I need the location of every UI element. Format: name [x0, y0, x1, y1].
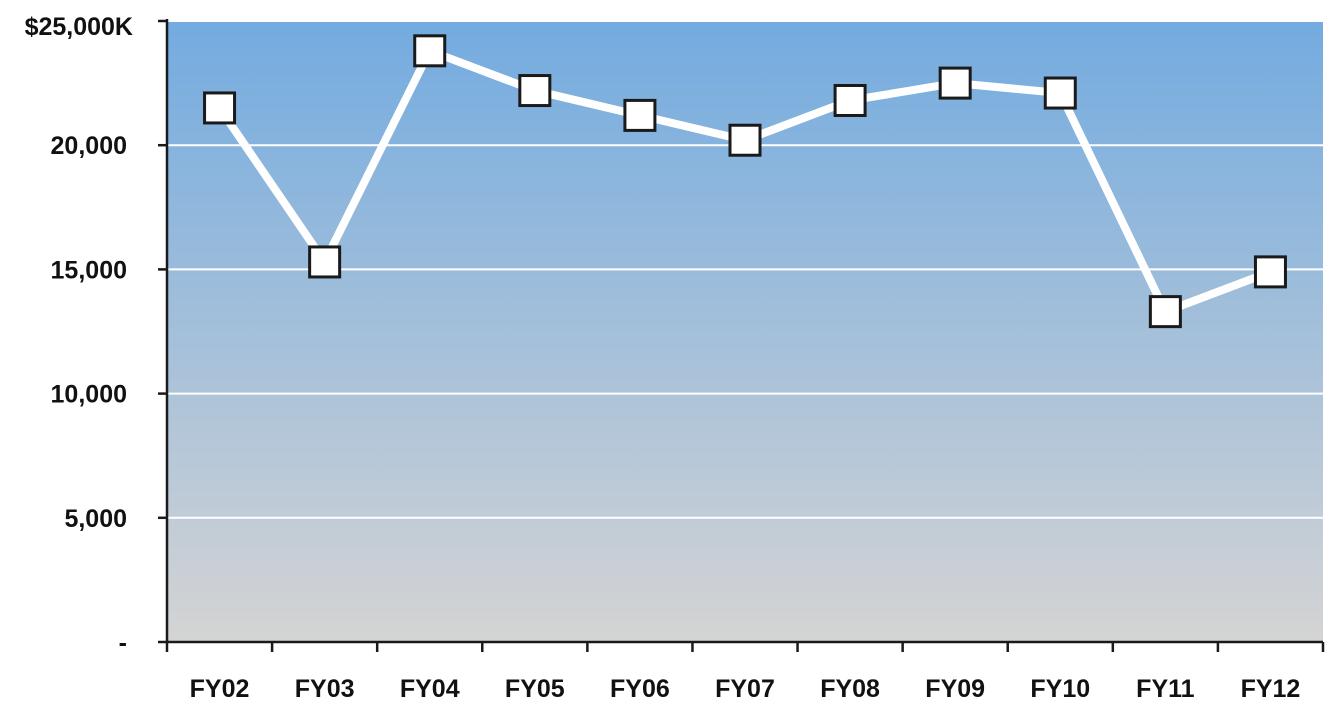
- x-tick-label: FY08: [820, 675, 880, 702]
- x-tick-label: FY03: [295, 675, 355, 702]
- data-point-marker: [728, 123, 762, 157]
- data-point-marker: [833, 83, 867, 117]
- x-tick-label: FY10: [1030, 675, 1090, 702]
- x-tick-label: FY04: [400, 675, 460, 702]
- x-tick-label: FY09: [925, 675, 985, 702]
- data-point-marker: [623, 98, 657, 132]
- y-tick-label: 20,000: [51, 132, 127, 160]
- series-layer: [203, 34, 1287, 329]
- x-tick-label: FY05: [505, 675, 565, 702]
- y-tick-label: 5,000: [64, 505, 127, 533]
- x-tick-label: FY07: [715, 675, 775, 702]
- x-tick-label: FY12: [1241, 675, 1301, 702]
- data-point-marker: [1148, 295, 1182, 329]
- x-tick-label: FY11: [1136, 675, 1194, 702]
- x-tick-label: FY02: [190, 675, 250, 702]
- x-tick-label: FY06: [610, 675, 670, 702]
- gridlines: [167, 20, 1323, 519]
- x-axis-tick-labels: FY02 FY03 FY04 FY05 FY06 FY07 FY08 FY09 FY10 FY11…: [190, 675, 1301, 702]
- y-axis-tick-labels: - 5,000 10,000 15,000 20,000 $25,000K: [25, 13, 133, 657]
- y-tick-label: -: [119, 629, 127, 657]
- data-point-marker: [203, 91, 237, 125]
- data-point-marker: [938, 66, 972, 100]
- data-point-marker: [413, 34, 447, 68]
- data-point-marker: [1043, 76, 1077, 110]
- y-tick-label: 15,000: [51, 256, 127, 284]
- y-tick-label: 10,000: [51, 381, 127, 409]
- axes: [158, 19, 1325, 652]
- plot-area: [167, 21, 1323, 642]
- data-point-marker: [308, 245, 342, 279]
- data-point-marker: [1253, 255, 1287, 289]
- y-tick-label: $25,000K: [25, 13, 133, 41]
- data-point-marker: [518, 74, 552, 108]
